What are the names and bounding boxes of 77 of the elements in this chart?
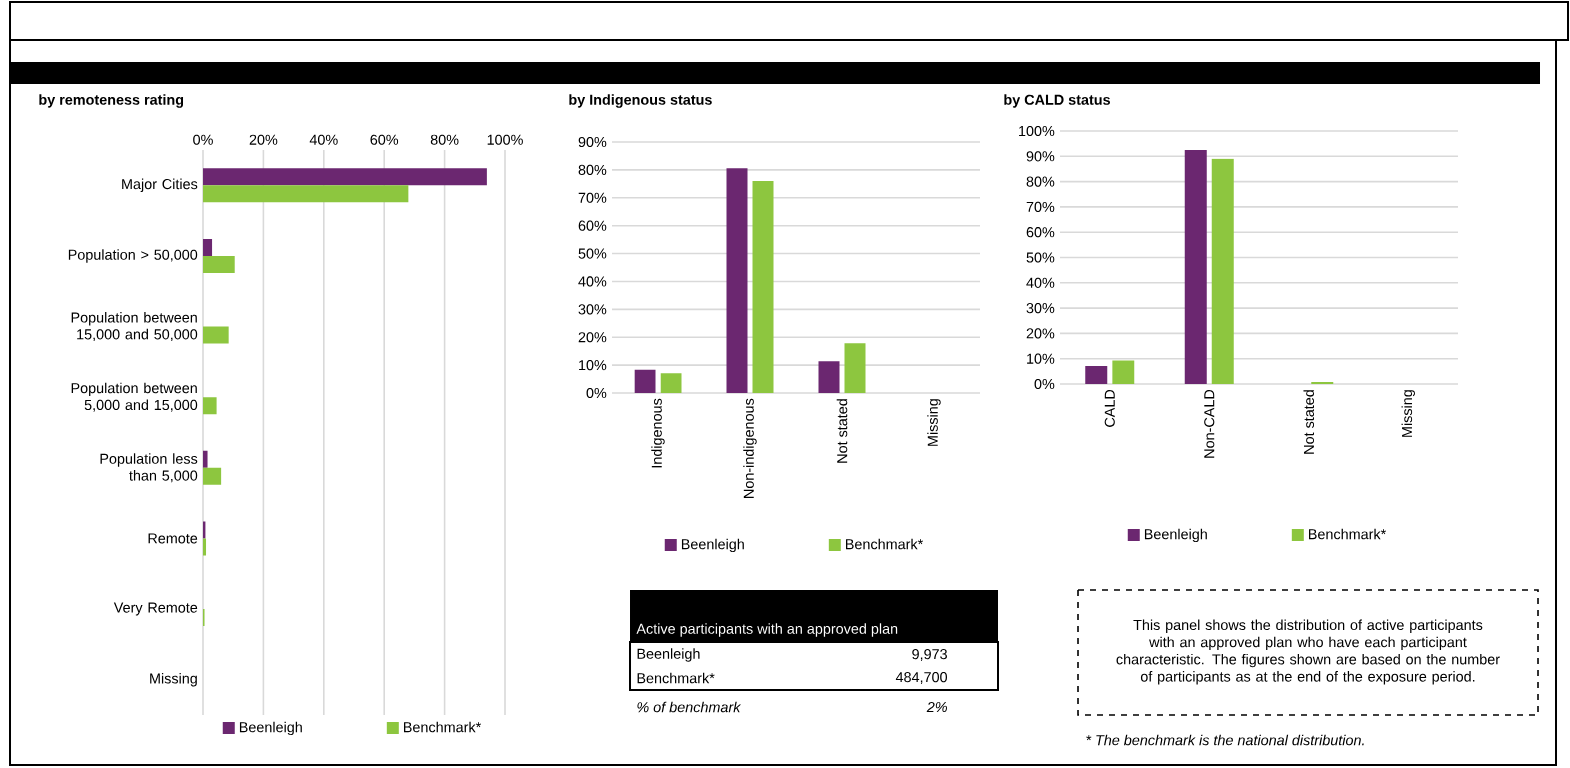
y-tick-label: 50% [1026,252,1055,263]
chart-title: by Indigenous status [569,94,712,108]
y-tick-label: Missing [150,672,197,687]
y-tick-label: Remote [148,533,198,544]
y-tick-label: Major Cities [122,178,198,193]
x-tick-label: Non-indigenous [743,398,757,498]
y-tick-label: 60% [578,220,607,231]
x-tick-label: 0% [193,134,213,145]
y-tick-label: 90% [1026,151,1055,162]
y-tick-label: Population between 5,000 and 15,000 [71,382,198,412]
y-tick-label: 0% [1034,378,1055,390]
legend-label: Beenleigh [1144,528,1207,543]
text: Beenleigh [637,648,700,662]
y-tick-label: 70% [578,192,607,203]
bar [660,373,682,393]
bar [844,343,866,393]
x-tick-label: 100% [487,134,523,145]
bar [1211,158,1234,384]
text: * The benchmark is the national distribution. [1086,734,1364,746]
chart-title: by remoteness rating [39,94,184,108]
x-tick-label: Indigenous [651,398,665,468]
text: 484,700 [895,672,948,684]
bar [1085,366,1108,384]
y-tick-label: 60% [1026,227,1055,238]
text: 9,973 [912,649,947,661]
y-tick-label: 10% [1027,353,1055,364]
legend-label: Benchmark* [846,538,923,550]
bar [203,467,222,485]
y-tick-label: 40% [1026,277,1055,288]
y-tick-label: 70% [1026,201,1055,212]
y-tick-label: 20% [1026,328,1055,339]
x-tick-label: Not stated [1303,390,1315,454]
bar [1184,149,1207,384]
bar [203,326,229,344]
bar [752,181,774,393]
legend-label: Benchmark* [1309,528,1386,540]
text: This panel shows the distribution of active participants with an approved plan who have each participant characteristic. The figures shown are based on the number of participants as at the end of the exposure period. [1116,619,1500,685]
legend-label: Beenleigh [239,721,302,736]
bar [203,168,487,186]
bar [203,185,409,203]
x-tick-label: Non-CALD [1204,389,1215,458]
y-tick-label: 10% [579,360,607,371]
legend-label: Beenleigh [681,538,744,553]
bar [1112,360,1135,384]
y-tick-label: 20% [578,332,607,343]
text: Benchmark* [637,672,715,684]
bar [634,369,656,393]
x-tick-label: Missing [1401,390,1415,437]
legend-label: Benchmark* [404,721,481,733]
text: % of benchmark [637,701,742,713]
y-tick-label: 90% [578,136,607,148]
y-tick-label: Population less than 5,000 [100,453,198,483]
y-tick-label: 50% [578,248,607,259]
x-tick-label: Missing [927,399,941,446]
x-tick-label: 80% [430,134,459,145]
x-tick-label: 20% [249,134,278,145]
bar [203,255,235,273]
y-tick-label: 80% [578,164,607,175]
x-tick-label: CALD [1104,389,1115,427]
bar [726,168,748,393]
x-tick-label: Not stated [836,399,848,463]
y-tick-label: Population between 15,000 and 50,000 [71,312,198,342]
text: Active participants with an approved plan [636,623,898,637]
x-tick-label: 40% [309,134,338,145]
text: 2% [926,701,947,713]
y-tick-label: 100% [1019,125,1055,137]
bar [818,361,840,393]
y-tick-label: 30% [578,304,607,315]
y-tick-label: 80% [1026,176,1055,187]
chart-title: by CALD status [1004,94,1110,108]
y-tick-label: 40% [578,276,607,287]
y-tick-label: Very Remote [113,602,198,616]
bar [203,397,217,415]
bar [1311,381,1334,384]
x-tick-label: 60% [370,134,399,145]
y-tick-label: 30% [1026,303,1055,314]
y-tick-label: Population > 50,000 [68,249,198,263]
